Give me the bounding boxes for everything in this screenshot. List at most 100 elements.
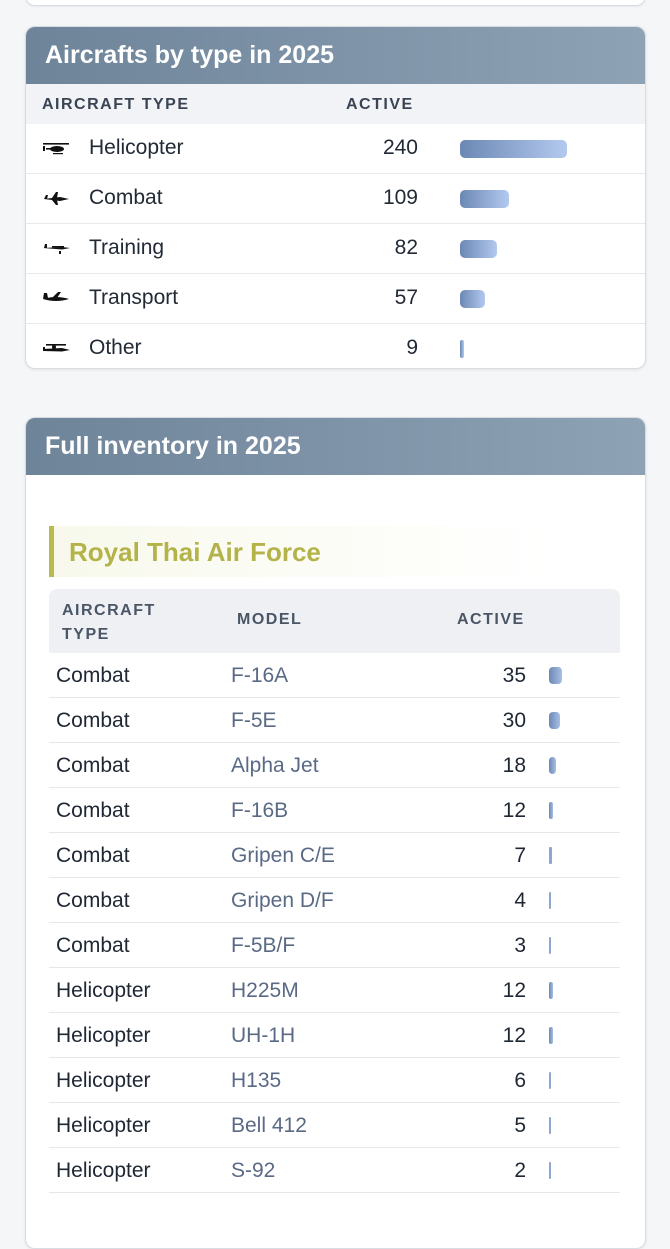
active-bar	[549, 1117, 551, 1134]
active-bar	[460, 190, 509, 208]
active-count: 57	[394, 286, 418, 309]
section-title: Royal Thai Air Force	[69, 537, 321, 567]
transport-plane-icon	[42, 290, 72, 306]
model-cell: S-92	[231, 1159, 276, 1182]
active-bar	[549, 892, 551, 909]
active-bar	[549, 757, 556, 774]
inventory-row: Combat F-16A 35	[49, 653, 620, 698]
model-cell: F-5E	[231, 709, 277, 732]
inventory-row: Combat F-16B 12	[49, 788, 620, 833]
col-aircraft-type: AIRCRAFT TYPE	[62, 602, 156, 643]
active-cell: 2	[514, 1159, 526, 1182]
inventory-row: Helicopter S-92 2	[49, 1148, 620, 1193]
inventory-row: Combat Alpha Jet 18	[49, 743, 620, 788]
helicopter-icon	[42, 140, 72, 156]
active-bar	[549, 712, 560, 729]
type-row: Helicopter 240	[26, 124, 645, 173]
col-active: ACTIVE	[346, 96, 414, 113]
aircraft-type-cell: Helicopter	[56, 1159, 151, 1182]
aircraft-type-label: Combat	[89, 186, 163, 209]
active-cell: 30	[502, 709, 526, 732]
active-bar	[460, 140, 567, 158]
previous-card-edge	[25, 0, 646, 6]
active-cell: 18	[502, 754, 526, 777]
type-table-header: AIRCRAFT TYPE ACTIVE	[26, 84, 645, 124]
aircraft-type-label: Other	[89, 336, 142, 359]
inventory-table-body: Combat F-16A 35 Combat F-5E 30 Combat Alpha Jet…	[49, 653, 620, 1193]
aircraft-type-cell: Helicopter	[56, 1024, 151, 1047]
active-cell: 12	[502, 979, 526, 1002]
active-count: 109	[382, 186, 418, 209]
active-bar	[549, 1027, 553, 1044]
inventory-row: Combat F-5B/F 3	[49, 923, 620, 968]
inventory-table-header: AIRCRAFT TYPE MODEL ACTIVE	[49, 589, 620, 653]
aircraft-type-cell: Combat	[56, 754, 130, 777]
model-cell: UH-1H	[231, 1024, 296, 1047]
active-bar	[460, 290, 485, 308]
aircraft-type-label: Training	[89, 236, 165, 259]
inventory-row: Helicopter H225M 12	[49, 968, 620, 1013]
active-bar	[549, 1072, 551, 1089]
model-cell: H135	[231, 1069, 282, 1092]
aircraft-type-cell: Combat	[56, 844, 130, 867]
active-bar	[549, 847, 552, 864]
type-row: Other 9	[26, 323, 645, 368]
active-count: 240	[382, 136, 418, 159]
active-bar	[549, 1162, 551, 1179]
active-bar	[460, 240, 497, 258]
col-aircraft-type: AIRCRAFT TYPE	[42, 96, 190, 113]
aircraft-type-cell: Combat	[56, 799, 130, 822]
aircraft-type-cell: Helicopter	[56, 979, 151, 1002]
combat-jet-icon	[42, 190, 72, 206]
inventory-row: Combat Gripen D/F 4	[49, 878, 620, 923]
active-count: 9	[406, 336, 418, 359]
active-cell: 7	[514, 844, 526, 867]
model-cell: Gripen C/E	[231, 844, 335, 867]
active-bar	[549, 667, 562, 684]
aircraft-type-cell: Combat	[56, 664, 130, 687]
full-inventory-card: Full inventory in 2025 Royal Thai Air Fo…	[25, 417, 646, 1249]
model-cell: Gripen D/F	[231, 889, 334, 912]
aircraft-type-cell: Combat	[56, 889, 130, 912]
type-row: Combat 109	[26, 173, 645, 223]
model-cell: F-16A	[231, 664, 289, 687]
model-cell: F-5B/F	[231, 934, 296, 957]
inventory-row: Helicopter Bell 412 5	[49, 1103, 620, 1148]
type-table-body: Helicopter 240 Combat 109 Training 82 Transpor…	[26, 124, 645, 368]
active-bar	[549, 982, 553, 999]
active-count: 82	[394, 236, 418, 259]
aircraft-type-cell: Combat	[56, 934, 130, 957]
active-cell: 12	[502, 799, 526, 822]
card-title: Full inventory in 2025	[26, 418, 645, 475]
active-cell: 4	[514, 889, 526, 912]
active-cell: 6	[514, 1069, 526, 1092]
card-title: Aircrafts by type in 2025	[26, 27, 645, 84]
inventory-table: AIRCRAFT TYPE MODEL ACTIVE Combat F-16A 35…	[49, 589, 620, 1193]
type-row: Transport 57	[26, 273, 645, 323]
active-cell: 12	[502, 1024, 526, 1047]
aircraft-by-type-card: Aircrafts by type in 2025 AIRCRAFT TYPE …	[25, 26, 646, 369]
active-cell: 35	[502, 664, 526, 687]
model-cell: Alpha Jet	[231, 754, 319, 777]
model-cell: F-16B	[231, 799, 289, 822]
inventory-row: Combat Gripen C/E 7	[49, 833, 620, 878]
aircraft-type-label: Helicopter	[89, 136, 184, 159]
col-active: ACTIVE	[457, 611, 525, 628]
active-cell: 5	[514, 1114, 526, 1137]
other-aircraft-icon	[42, 340, 72, 356]
section-heading: Royal Thai Air Force	[49, 526, 609, 577]
model-cell: H225M	[231, 979, 299, 1002]
inventory-row: Helicopter UH-1H 12	[49, 1013, 620, 1058]
type-row: Training 82	[26, 223, 645, 273]
active-bar	[549, 802, 553, 819]
model-cell: Bell 412	[231, 1114, 307, 1137]
active-cell: 3	[514, 934, 526, 957]
aircraft-type-label: Transport	[89, 286, 179, 309]
aircraft-type-cell: Helicopter	[56, 1069, 151, 1092]
aircraft-type-cell: Combat	[56, 709, 130, 732]
inventory-row: Combat F-5E 30	[49, 698, 620, 743]
active-bar	[460, 340, 464, 358]
aircraft-type-cell: Helicopter	[56, 1114, 151, 1137]
active-bar	[549, 937, 551, 954]
inventory-row: Helicopter H135 6	[49, 1058, 620, 1103]
